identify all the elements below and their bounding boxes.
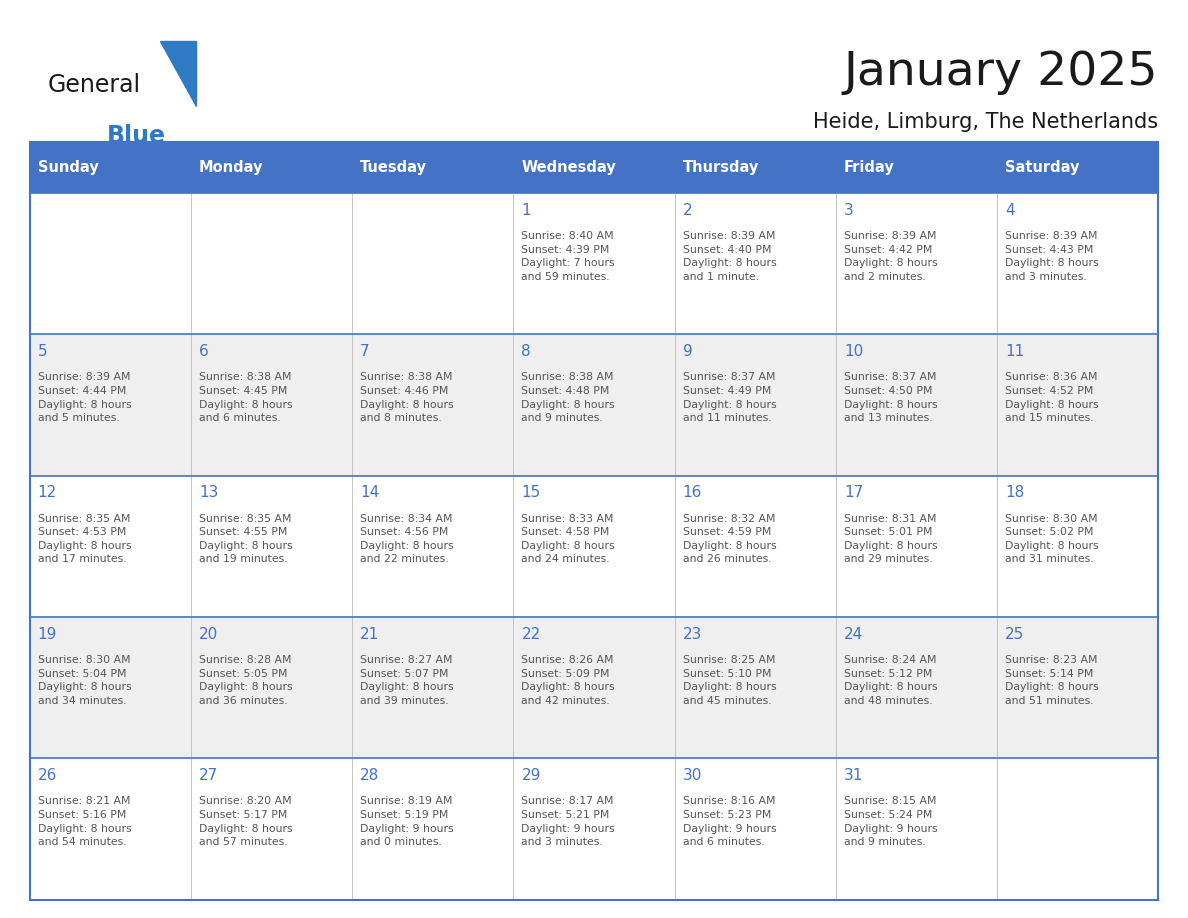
Bar — [30, 617, 1158, 758]
Text: Sunrise: 8:20 AM
Sunset: 5:17 PM
Daylight: 8 hours
and 57 minutes.: Sunrise: 8:20 AM Sunset: 5:17 PM Dayligh… — [198, 797, 292, 847]
Text: Sunrise: 8:25 AM
Sunset: 5:10 PM
Daylight: 8 hours
and 45 minutes.: Sunrise: 8:25 AM Sunset: 5:10 PM Dayligh… — [683, 655, 776, 706]
Text: 9: 9 — [683, 344, 693, 359]
Text: 3: 3 — [843, 203, 854, 218]
Text: Sunrise: 8:39 AM
Sunset: 4:42 PM
Daylight: 8 hours
and 2 minutes.: Sunrise: 8:39 AM Sunset: 4:42 PM Dayligh… — [843, 231, 937, 282]
Text: Wednesday: Wednesday — [522, 160, 617, 175]
Text: Heide, Limburg, The Netherlands: Heide, Limburg, The Netherlands — [813, 112, 1158, 132]
Text: Thursday: Thursday — [683, 160, 759, 175]
Text: Sunrise: 8:26 AM
Sunset: 5:09 PM
Daylight: 8 hours
and 42 minutes.: Sunrise: 8:26 AM Sunset: 5:09 PM Dayligh… — [522, 655, 615, 706]
Text: Sunday: Sunday — [38, 160, 99, 175]
Text: 15: 15 — [522, 486, 541, 500]
Text: 7: 7 — [360, 344, 369, 359]
Text: Tuesday: Tuesday — [360, 160, 428, 175]
Text: Sunrise: 8:23 AM
Sunset: 5:14 PM
Daylight: 8 hours
and 51 minutes.: Sunrise: 8:23 AM Sunset: 5:14 PM Dayligh… — [1005, 655, 1099, 706]
Text: Sunrise: 8:37 AM
Sunset: 4:50 PM
Daylight: 8 hours
and 13 minutes.: Sunrise: 8:37 AM Sunset: 4:50 PM Dayligh… — [843, 373, 937, 423]
Bar — [30, 142, 1158, 193]
Text: 1: 1 — [522, 203, 531, 218]
Text: 6: 6 — [198, 344, 209, 359]
Text: Sunrise: 8:39 AM
Sunset: 4:40 PM
Daylight: 8 hours
and 1 minute.: Sunrise: 8:39 AM Sunset: 4:40 PM Dayligh… — [683, 231, 776, 282]
Text: Sunrise: 8:37 AM
Sunset: 4:49 PM
Daylight: 8 hours
and 11 minutes.: Sunrise: 8:37 AM Sunset: 4:49 PM Dayligh… — [683, 373, 776, 423]
Text: 28: 28 — [360, 768, 379, 783]
Text: 17: 17 — [843, 486, 864, 500]
Text: 19: 19 — [38, 627, 57, 642]
Text: Sunrise: 8:38 AM
Sunset: 4:45 PM
Daylight: 8 hours
and 6 minutes.: Sunrise: 8:38 AM Sunset: 4:45 PM Dayligh… — [198, 373, 292, 423]
Polygon shape — [160, 41, 196, 106]
Text: Sunrise: 8:30 AM
Sunset: 5:02 PM
Daylight: 8 hours
and 31 minutes.: Sunrise: 8:30 AM Sunset: 5:02 PM Dayligh… — [1005, 514, 1099, 565]
Text: 29: 29 — [522, 768, 541, 783]
Bar — [30, 476, 1158, 617]
Text: Sunrise: 8:21 AM
Sunset: 5:16 PM
Daylight: 8 hours
and 54 minutes.: Sunrise: 8:21 AM Sunset: 5:16 PM Dayligh… — [38, 797, 132, 847]
Bar — [30, 334, 1158, 476]
Text: Sunrise: 8:40 AM
Sunset: 4:39 PM
Daylight: 7 hours
and 59 minutes.: Sunrise: 8:40 AM Sunset: 4:39 PM Dayligh… — [522, 231, 615, 282]
Text: Sunrise: 8:17 AM
Sunset: 5:21 PM
Daylight: 9 hours
and 3 minutes.: Sunrise: 8:17 AM Sunset: 5:21 PM Dayligh… — [522, 797, 615, 847]
Text: Sunrise: 8:39 AM
Sunset: 4:43 PM
Daylight: 8 hours
and 3 minutes.: Sunrise: 8:39 AM Sunset: 4:43 PM Dayligh… — [1005, 231, 1099, 282]
Text: Monday: Monday — [198, 160, 264, 175]
Text: Sunrise: 8:15 AM
Sunset: 5:24 PM
Daylight: 9 hours
and 9 minutes.: Sunrise: 8:15 AM Sunset: 5:24 PM Dayligh… — [843, 797, 937, 847]
Text: Sunrise: 8:32 AM
Sunset: 4:59 PM
Daylight: 8 hours
and 26 minutes.: Sunrise: 8:32 AM Sunset: 4:59 PM Dayligh… — [683, 514, 776, 565]
Text: Sunrise: 8:39 AM
Sunset: 4:44 PM
Daylight: 8 hours
and 5 minutes.: Sunrise: 8:39 AM Sunset: 4:44 PM Dayligh… — [38, 373, 132, 423]
Text: Sunrise: 8:28 AM
Sunset: 5:05 PM
Daylight: 8 hours
and 36 minutes.: Sunrise: 8:28 AM Sunset: 5:05 PM Dayligh… — [198, 655, 292, 706]
Text: Saturday: Saturday — [1005, 160, 1080, 175]
Text: Sunrise: 8:30 AM
Sunset: 5:04 PM
Daylight: 8 hours
and 34 minutes.: Sunrise: 8:30 AM Sunset: 5:04 PM Dayligh… — [38, 655, 132, 706]
Text: 22: 22 — [522, 627, 541, 642]
Text: Sunrise: 8:38 AM
Sunset: 4:46 PM
Daylight: 8 hours
and 8 minutes.: Sunrise: 8:38 AM Sunset: 4:46 PM Dayligh… — [360, 373, 454, 423]
Text: 13: 13 — [198, 486, 219, 500]
Text: 5: 5 — [38, 344, 48, 359]
Text: Sunrise: 8:31 AM
Sunset: 5:01 PM
Daylight: 8 hours
and 29 minutes.: Sunrise: 8:31 AM Sunset: 5:01 PM Dayligh… — [843, 514, 937, 565]
Bar — [30, 193, 1158, 334]
Text: 31: 31 — [843, 768, 864, 783]
Text: Sunrise: 8:19 AM
Sunset: 5:19 PM
Daylight: 9 hours
and 0 minutes.: Sunrise: 8:19 AM Sunset: 5:19 PM Dayligh… — [360, 797, 454, 847]
Text: 11: 11 — [1005, 344, 1024, 359]
Text: 20: 20 — [198, 627, 219, 642]
Text: January 2025: January 2025 — [843, 50, 1158, 95]
Text: General: General — [48, 73, 140, 96]
Text: 2: 2 — [683, 203, 693, 218]
Text: 21: 21 — [360, 627, 379, 642]
Text: Sunrise: 8:27 AM
Sunset: 5:07 PM
Daylight: 8 hours
and 39 minutes.: Sunrise: 8:27 AM Sunset: 5:07 PM Dayligh… — [360, 655, 454, 706]
Text: 8: 8 — [522, 344, 531, 359]
Text: Friday: Friday — [843, 160, 895, 175]
Text: Sunrise: 8:38 AM
Sunset: 4:48 PM
Daylight: 8 hours
and 9 minutes.: Sunrise: 8:38 AM Sunset: 4:48 PM Dayligh… — [522, 373, 615, 423]
Text: 24: 24 — [843, 627, 864, 642]
Bar — [30, 758, 1158, 900]
Text: Blue: Blue — [107, 124, 166, 148]
Text: 25: 25 — [1005, 627, 1024, 642]
Text: 23: 23 — [683, 627, 702, 642]
Text: 18: 18 — [1005, 486, 1024, 500]
Text: Sunrise: 8:34 AM
Sunset: 4:56 PM
Daylight: 8 hours
and 22 minutes.: Sunrise: 8:34 AM Sunset: 4:56 PM Dayligh… — [360, 514, 454, 565]
Text: 12: 12 — [38, 486, 57, 500]
Text: Sunrise: 8:35 AM
Sunset: 4:53 PM
Daylight: 8 hours
and 17 minutes.: Sunrise: 8:35 AM Sunset: 4:53 PM Dayligh… — [38, 514, 132, 565]
Text: Sunrise: 8:35 AM
Sunset: 4:55 PM
Daylight: 8 hours
and 19 minutes.: Sunrise: 8:35 AM Sunset: 4:55 PM Dayligh… — [198, 514, 292, 565]
Text: Sunrise: 8:16 AM
Sunset: 5:23 PM
Daylight: 9 hours
and 6 minutes.: Sunrise: 8:16 AM Sunset: 5:23 PM Dayligh… — [683, 797, 776, 847]
Text: 14: 14 — [360, 486, 379, 500]
Text: 26: 26 — [38, 768, 57, 783]
Text: Sunrise: 8:33 AM
Sunset: 4:58 PM
Daylight: 8 hours
and 24 minutes.: Sunrise: 8:33 AM Sunset: 4:58 PM Dayligh… — [522, 514, 615, 565]
Text: Sunrise: 8:24 AM
Sunset: 5:12 PM
Daylight: 8 hours
and 48 minutes.: Sunrise: 8:24 AM Sunset: 5:12 PM Dayligh… — [843, 655, 937, 706]
Bar — [30, 142, 1158, 900]
Text: 16: 16 — [683, 486, 702, 500]
Text: 27: 27 — [198, 768, 219, 783]
Text: 30: 30 — [683, 768, 702, 783]
Text: 10: 10 — [843, 344, 864, 359]
Text: Sunrise: 8:36 AM
Sunset: 4:52 PM
Daylight: 8 hours
and 15 minutes.: Sunrise: 8:36 AM Sunset: 4:52 PM Dayligh… — [1005, 373, 1099, 423]
Text: 4: 4 — [1005, 203, 1015, 218]
